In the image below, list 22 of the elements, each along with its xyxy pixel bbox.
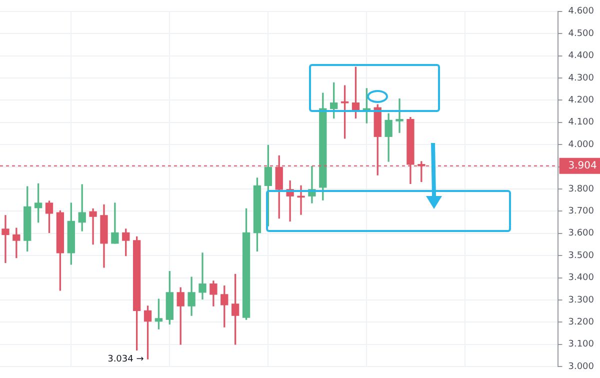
y-tick-label: 3.000 (568, 362, 594, 372)
y-tick-label: 3.100 (568, 340, 594, 350)
y-tick-label: 3.800 (568, 184, 594, 194)
candlestick (2, 215, 10, 264)
candlestick (198, 252, 206, 300)
y-tick-label: 4.400 (568, 51, 594, 62)
y-tick-label: 3.700 (568, 206, 594, 217)
y-tick-label: 4.200 (568, 96, 594, 106)
y-tick-label: 4.600 (568, 6, 594, 17)
annotation: 3.034 → (108, 354, 144, 364)
y-tick-label: 3.300 (568, 295, 594, 306)
candlestick (89, 208, 97, 245)
y-tick-label: 4.300 (568, 73, 594, 84)
y-tick-label: 4.000 (568, 140, 594, 150)
y-tick-label: 3.200 (568, 318, 594, 328)
y-tick-label: 3.600 (568, 228, 594, 239)
y-tick-label: 3.500 (568, 250, 594, 261)
y-tick-label: 4.500 (568, 28, 594, 39)
candlestick (396, 98, 404, 133)
y-tick-label: 3.400 (568, 273, 594, 284)
ref-line-label: 3.904 (568, 160, 597, 172)
y-tick-label: 4.100 (568, 118, 594, 128)
